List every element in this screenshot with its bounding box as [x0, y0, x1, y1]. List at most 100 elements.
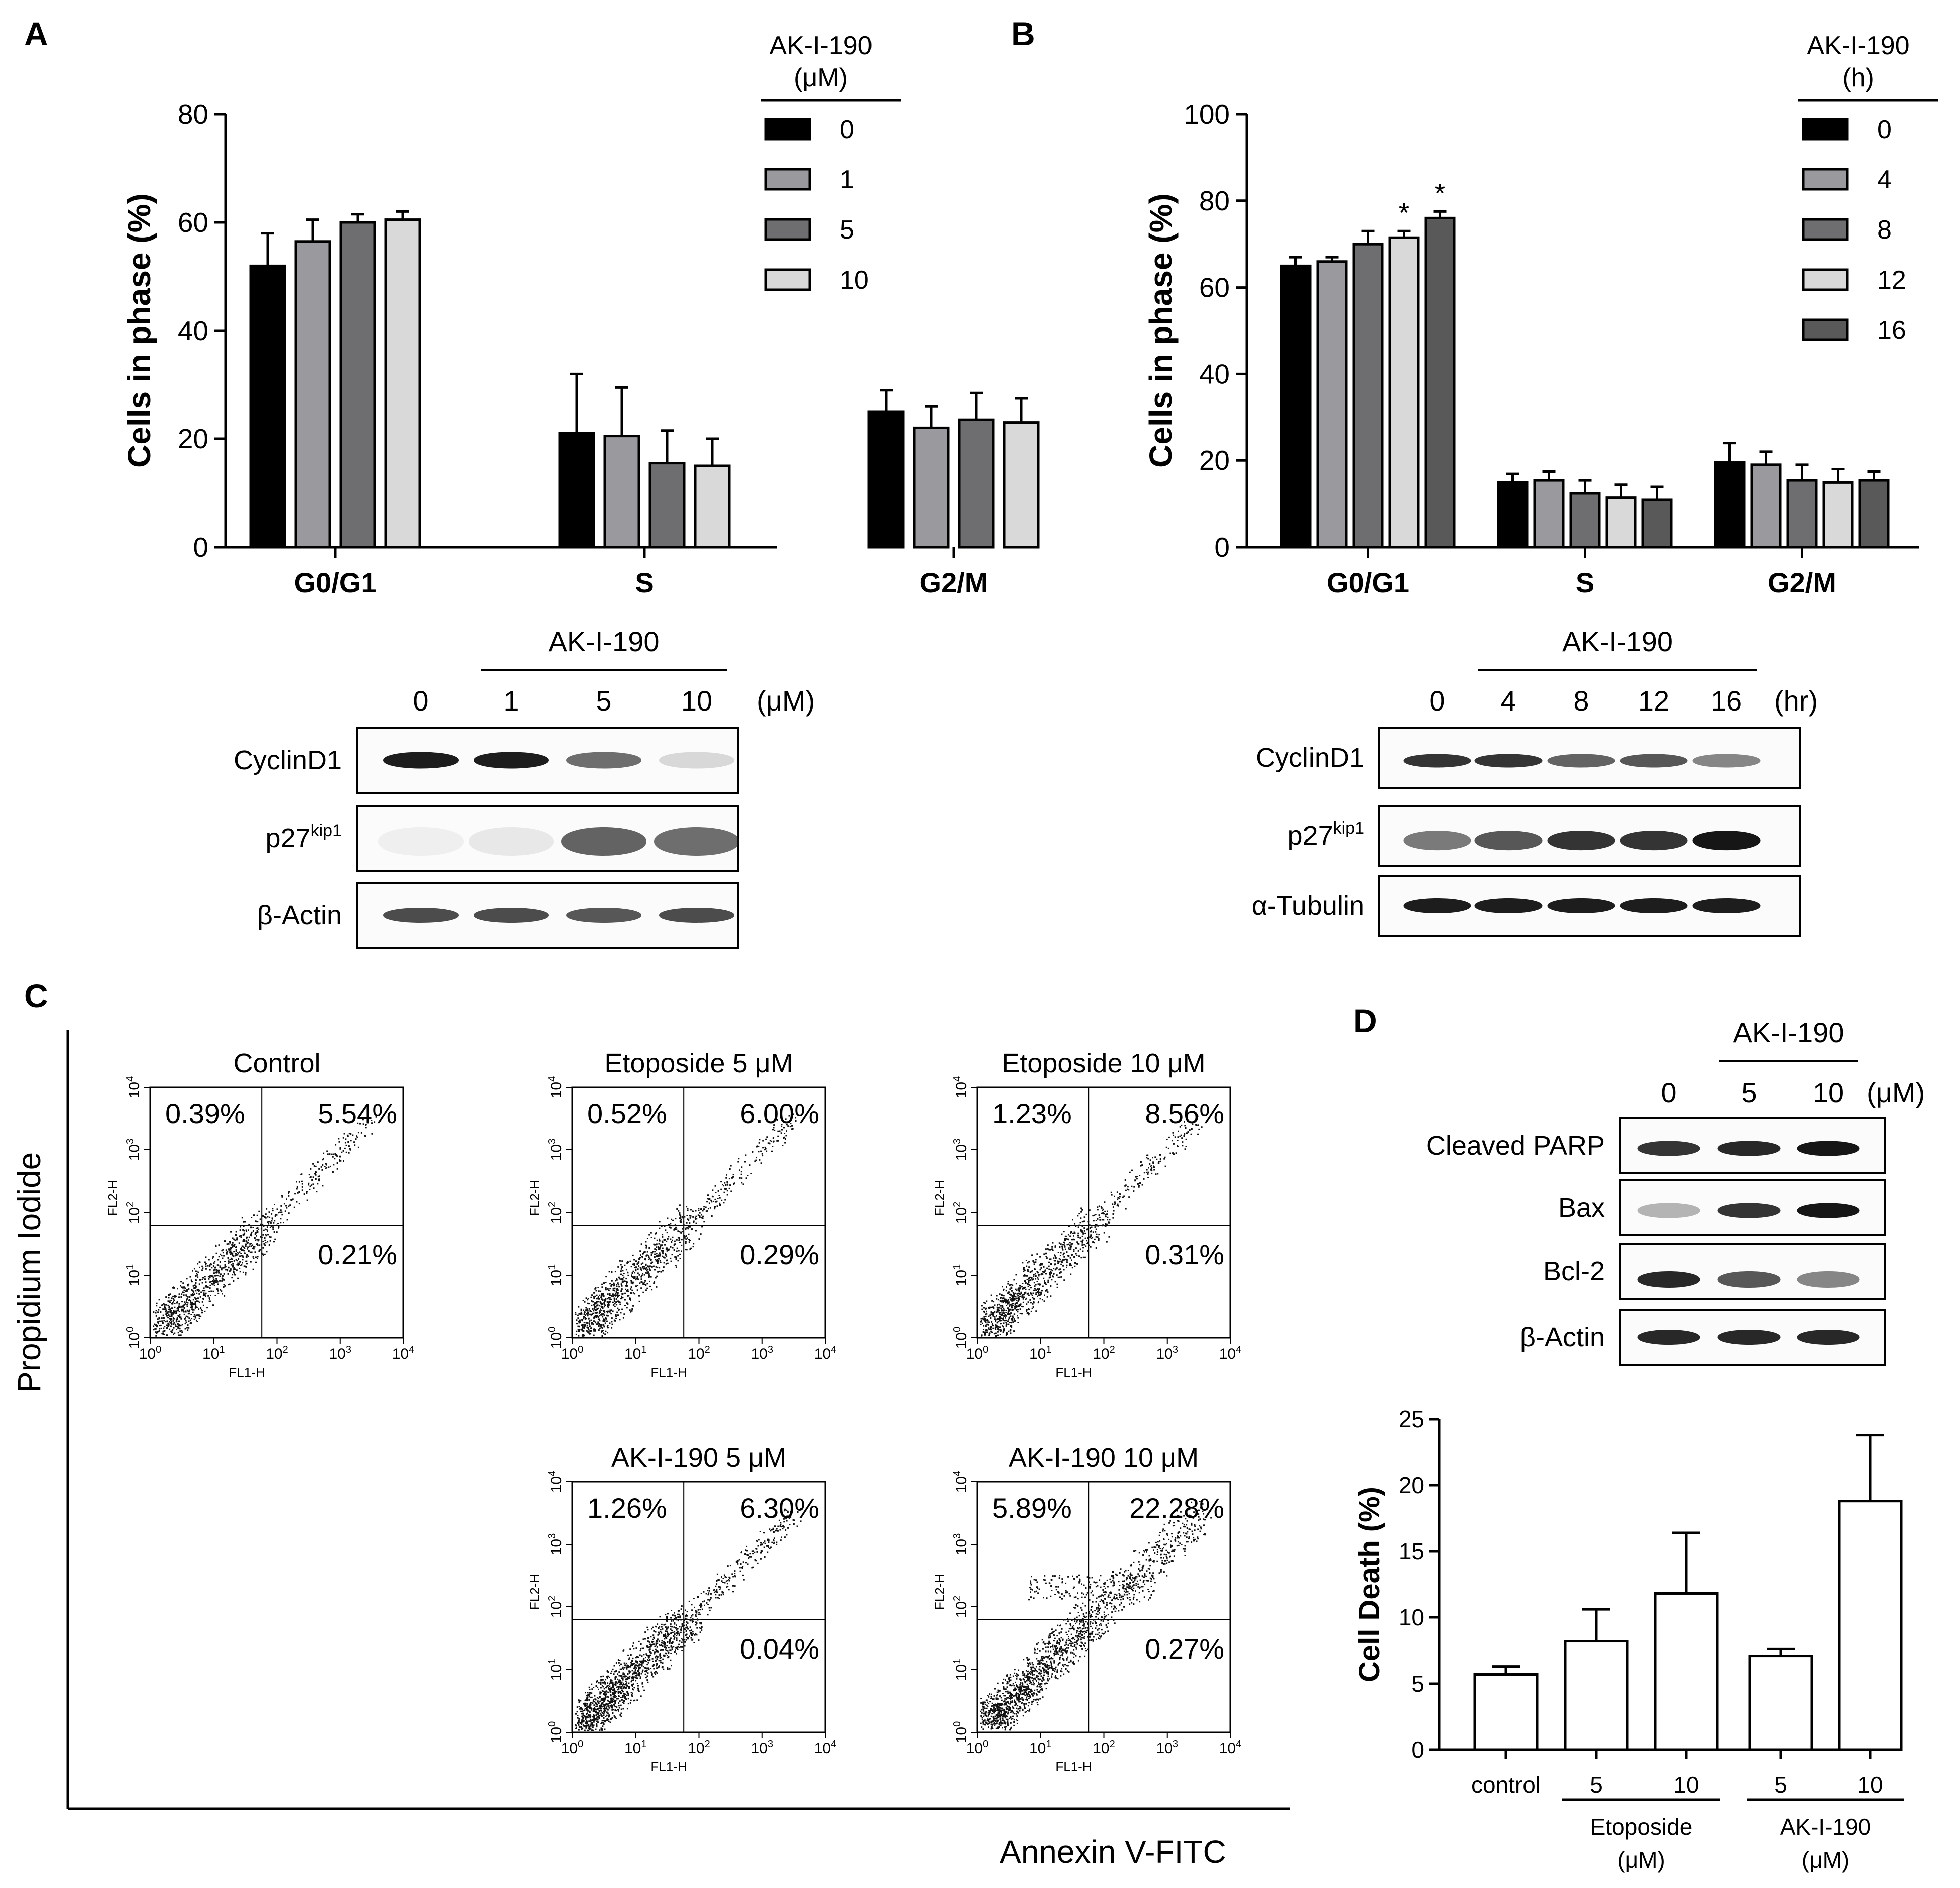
- y-tick-label: 60: [178, 207, 208, 238]
- bar: [249, 264, 286, 549]
- blot-header: AK-I-190: [1733, 1017, 1844, 1048]
- flow-plot-x-label: FL1-H: [650, 1365, 687, 1380]
- flow-y-tick-label: 104: [952, 1471, 970, 1493]
- bar: [1497, 481, 1529, 549]
- quadrant-upper-left-value: 0.52%: [587, 1098, 667, 1129]
- y-tick-label: 20: [1199, 445, 1230, 476]
- bar: [1654, 1592, 1719, 1751]
- bar: [339, 221, 376, 549]
- flow-y-tick-label: 100: [952, 1721, 970, 1744]
- flow-x-tick-label: 102: [1093, 1344, 1115, 1362]
- flow-scatter-points: [980, 1500, 1212, 1731]
- flow-y-tick-label: 101: [547, 1264, 565, 1287]
- flow-y-tick-label: 101: [125, 1264, 143, 1287]
- flow-x-tick-label: 104: [1219, 1739, 1242, 1757]
- y-tick-label: 15: [1399, 1538, 1424, 1564]
- flow-plot-title: Control: [233, 1048, 320, 1078]
- flow-y-tick-label: 103: [952, 1533, 970, 1556]
- legend-swatch: [1802, 268, 1849, 291]
- significance-mark: *: [1399, 197, 1409, 228]
- y-tick-label: 0: [1411, 1737, 1424, 1763]
- lane-label: 0: [413, 685, 428, 717]
- category-label: 5: [1590, 1772, 1603, 1798]
- blot-band: [566, 908, 641, 923]
- y-tick-label: 0: [1214, 532, 1230, 563]
- quadrant-upper-right-value: 22.28%: [1129, 1492, 1224, 1524]
- bar: [1786, 479, 1818, 549]
- y-tick-label: 100: [1184, 99, 1230, 130]
- legend-swatch: [1802, 318, 1849, 341]
- flow-x-tick-label: 103: [751, 1344, 774, 1362]
- category-label: 10: [1673, 1772, 1699, 1798]
- flow-y-tick-label: 104: [952, 1076, 970, 1099]
- flow-x-tick-label: 103: [1156, 1739, 1179, 1757]
- flow-x-tick-label: 101: [1029, 1344, 1052, 1362]
- blot-band: [1637, 1141, 1700, 1156]
- blot-band: [474, 908, 549, 923]
- bar: [867, 410, 905, 549]
- quadrant-upper-left-value: 1.23%: [992, 1098, 1072, 1129]
- bar: [558, 432, 595, 549]
- flow-y-tick-label: 104: [547, 1076, 565, 1099]
- bar: [1714, 461, 1746, 549]
- group-label: AK-I-190: [1780, 1814, 1871, 1840]
- flow-x-tick-label: 100: [561, 1344, 584, 1362]
- lane-label: 10: [681, 685, 712, 717]
- legend-unit: (h): [1842, 63, 1874, 92]
- flow-x-tick-label: 103: [329, 1344, 352, 1362]
- y-tick-label: 0: [193, 532, 208, 563]
- blot-band: [1797, 1271, 1860, 1288]
- y-tick-label: 80: [1199, 185, 1230, 216]
- blot-band: [566, 752, 641, 769]
- group-unit: (μM): [1617, 1847, 1665, 1873]
- category-label: S: [635, 567, 654, 598]
- flow-y-tick-label: 103: [547, 1533, 565, 1556]
- blot-header: AK-I-190: [1562, 626, 1673, 657]
- blot-band: [1474, 754, 1543, 768]
- flow-y-tick-label: 100: [125, 1327, 143, 1349]
- quadrant-upper-left-value: 1.26%: [587, 1492, 667, 1524]
- blot-band: [1620, 898, 1688, 913]
- flow-y-tick-label: 102: [547, 1596, 565, 1618]
- bar: [1003, 421, 1040, 549]
- flow-x-tick-label: 101: [202, 1344, 225, 1362]
- y-tick-label: 20: [178, 423, 208, 454]
- group-unit: (μM): [1802, 1847, 1849, 1873]
- lane-label: 4: [1500, 685, 1516, 717]
- blot-frame: [1619, 1243, 1886, 1300]
- bar: [648, 462, 686, 549]
- bar: [384, 218, 421, 549]
- bar: [1424, 216, 1456, 549]
- quadrant-upper-right-value: 5.54%: [318, 1098, 397, 1129]
- category-label: 5: [1774, 1772, 1787, 1798]
- panel-label-b: B: [1011, 15, 1035, 52]
- flow-x-tick-label: 104: [814, 1344, 837, 1362]
- blot-band: [1717, 1330, 1781, 1345]
- blot-band: [378, 827, 464, 856]
- blot-band: [469, 827, 554, 856]
- flow-y-tick-label: 101: [952, 1659, 970, 1681]
- blot-band: [1797, 1203, 1860, 1218]
- flow-plot-x-label: FL1-H: [650, 1759, 687, 1774]
- y-tick-label: 10: [1399, 1604, 1424, 1630]
- category-label: 10: [1857, 1772, 1883, 1798]
- flow-y-tick-label: 104: [547, 1471, 565, 1493]
- blot-row-label: p27kip1: [1288, 819, 1364, 851]
- blot-band: [1474, 831, 1543, 851]
- legend-label: 8: [1877, 215, 1892, 245]
- bar: [1822, 481, 1854, 549]
- bar: [1352, 243, 1384, 549]
- blot-band: [1717, 1203, 1781, 1218]
- flow-x-tick-label: 102: [266, 1344, 288, 1362]
- y-tick-label: 60: [1199, 272, 1230, 303]
- legend-swatch: [764, 218, 811, 241]
- legend-label: 0: [840, 115, 854, 144]
- flow-x-tick-label: 102: [688, 1739, 710, 1757]
- blot-band: [1797, 1141, 1860, 1156]
- blot-row-label: Bax: [1558, 1193, 1605, 1223]
- blot-band: [1403, 754, 1471, 768]
